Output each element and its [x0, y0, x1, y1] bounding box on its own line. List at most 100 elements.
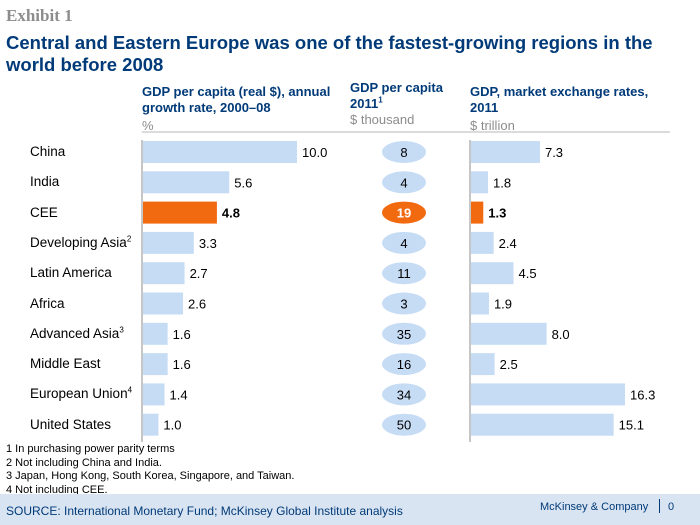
growth-value-india: 5.6 — [234, 175, 252, 190]
page-title: Central and Eastern Europe was one of th… — [6, 32, 653, 75]
growth-bar-cee — [143, 201, 217, 224]
row-label-european-union: European Union4 — [30, 386, 132, 401]
row-label-footnote-ref: 4 — [127, 385, 133, 395]
growth-value-european-union: 1.4 — [170, 387, 188, 402]
col1-title: GDP per capita (real $), annual growth r… — [142, 84, 331, 115]
row-label-text: India — [30, 174, 60, 190]
growth-value-china: 10.0 — [302, 145, 327, 160]
gdp-capita-bubble-developing-asia — [382, 231, 426, 254]
gdp-capita-value-cee: 19 — [397, 206, 411, 221]
row-label-text: Developing Asia — [30, 234, 127, 250]
row-label-advanced-asia: Advanced Asia3 — [30, 326, 124, 341]
exhibit-label: Exhibit 1 — [6, 6, 73, 25]
growth-bar-latin-america — [143, 262, 185, 285]
gdp-total-bar-latin-america — [471, 262, 514, 285]
gdp-capita-bubble-european-union — [382, 383, 426, 406]
growth-value-africa: 2.6 — [188, 297, 206, 312]
growth-bar-india — [143, 171, 230, 194]
brand-name: McKinsey & Company — [540, 501, 649, 513]
footnote-2: 2 Not including China and India. — [6, 456, 162, 469]
gdp-total-value-developing-asia: 2.4 — [499, 236, 517, 251]
gdp-total-bar-advanced-asia — [471, 322, 547, 345]
gdp-capita-value-china: 8 — [400, 145, 407, 160]
footnote-3: 3 Japan, Hong Kong, South Korea, Singapo… — [6, 470, 295, 482]
row-label-china: China — [30, 144, 65, 159]
row-label-footnote-ref: 2 — [126, 234, 132, 244]
row-label-text: Advanced Asia — [30, 325, 120, 341]
row-label-footnote-ref: 3 — [119, 325, 124, 335]
gdp-total-value-european-union: 16.3 — [630, 387, 655, 402]
gdp-capita-bubble-advanced-asia — [382, 322, 426, 345]
row-label-united-states: United States — [30, 417, 111, 432]
gdp-total-value-united-states: 15.1 — [619, 418, 644, 433]
row-label-text: Africa — [30, 295, 65, 311]
gdp-total-bar-developing-asia — [471, 231, 494, 254]
row-label-text: United States — [30, 416, 112, 432]
row-label-middle-east: Middle East — [30, 356, 101, 371]
row-label-india: India — [30, 174, 59, 189]
footer-divider — [659, 499, 660, 513]
growth-bar-european-union — [143, 383, 165, 406]
row-label-text: Middle East — [30, 356, 101, 372]
gdp-total-bar-africa — [471, 292, 489, 315]
growth-bar-advanced-asia — [143, 322, 168, 345]
growth-value-developing-asia: 3.3 — [199, 236, 217, 251]
gdp-total-value-cee: 1.3 — [488, 206, 506, 221]
row-label-text: European Union — [30, 386, 128, 402]
gdp-total-bar-cee — [471, 201, 484, 224]
col2-footnote-ref: 1 — [378, 95, 383, 105]
growth-bar-china — [143, 141, 297, 163]
gdp-capita-value-united-states: 50 — [397, 418, 411, 433]
gdp-capita-bubble-middle-east — [382, 353, 426, 376]
gdp-total-bar-china — [471, 141, 540, 163]
growth-value-middle-east: 1.6 — [173, 357, 191, 372]
gdp-capita-value-middle-east: 16 — [397, 357, 411, 372]
gdp-total-bar-united-states — [471, 413, 614, 436]
growth-value-cee: 4.8 — [222, 206, 240, 221]
gdp-capita-value-developing-asia: 4 — [400, 236, 407, 251]
col1-header: GDP per capita (real $), annual growth r… — [142, 84, 342, 116]
gdp-total-value-middle-east: 2.5 — [500, 357, 518, 372]
gdp-capita-value-latin-america: 11 — [397, 266, 411, 281]
gdp-capita-bubble-china — [382, 141, 426, 163]
gdp-total-value-latin-america: 4.5 — [519, 266, 537, 281]
gdp-total-value-china: 7.3 — [545, 145, 563, 160]
growth-value-latin-america: 2.7 — [190, 266, 208, 281]
growth-bar-developing-asia — [143, 231, 194, 254]
source-note: SOURCE: International Monetary Fund; McK… — [6, 504, 403, 518]
gdp-total-value-advanced-asia: 8.0 — [552, 327, 570, 342]
row-label-developing-asia: Developing Asia2 — [30, 235, 131, 250]
col2-title: GDP per capita 2011 — [350, 80, 443, 111]
gdp-capita-bubble-united-states — [382, 413, 426, 436]
growth-value-united-states: 1.0 — [163, 418, 181, 433]
gdp-capita-value-india: 4 — [400, 175, 407, 190]
row-label-africa: Africa — [30, 296, 65, 311]
gdp-capita-bubble-africa — [382, 292, 426, 315]
footer-band — [0, 494, 700, 525]
col3-title: GDP, market exchange rates, 2011 — [470, 84, 649, 115]
gdp-capita-bubble-latin-america — [382, 262, 426, 285]
col2-unit: $ thousand — [350, 112, 415, 127]
col3-unit: $ trillion — [470, 118, 515, 133]
footnote-4: 4 Not including CEE. — [6, 483, 108, 496]
gdp-total-bar-india — [471, 171, 489, 194]
growth-bar-africa — [143, 292, 184, 315]
gdp-capita-value-africa: 3 — [400, 297, 407, 312]
gdp-capita-value-european-union: 34 — [397, 387, 411, 402]
gdp-total-bar-middle-east — [471, 353, 495, 376]
row-label-text: China — [30, 144, 66, 159]
gdp-capita-bubble-cee — [382, 201, 426, 224]
chart-marks: 10.0 8 7.3 5.6 4 1.8 4.8 19 1.3 3.3 4 2.4 2.7 11 4.5 2.… — [143, 141, 655, 436]
footnote-1: 1 In purchasing power parity terms — [6, 443, 175, 455]
col3-header: GDP, market exchange rates, 2011 — [470, 84, 670, 116]
row-label-text: CEE — [30, 204, 58, 220]
growth-bar-middle-east — [143, 353, 168, 376]
col1-unit: % — [142, 118, 154, 133]
gdp-capita-value-advanced-asia: 35 — [397, 327, 411, 342]
row-label-cee: CEE — [30, 205, 58, 220]
gdp-total-value-africa: 1.9 — [494, 297, 512, 312]
row-label-text: Latin America — [30, 265, 112, 281]
gdp-capita-bubble-india — [382, 171, 426, 194]
row-label-latin-america: Latin America — [30, 265, 112, 280]
